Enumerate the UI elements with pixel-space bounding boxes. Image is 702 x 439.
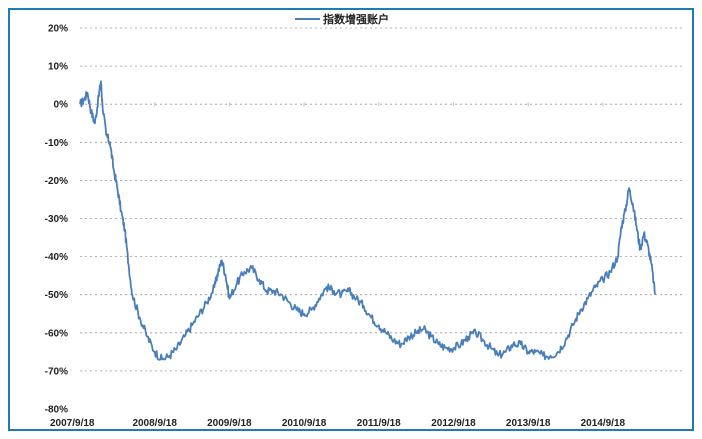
y-tick-label: -60%	[45, 328, 68, 339]
y-tick-label: -40%	[45, 252, 68, 263]
x-tick-label: 2008/9/18	[132, 418, 177, 429]
x-tick-label: 2013/9/18	[506, 418, 551, 429]
gridlines	[80, 27, 685, 372]
y-tick-label: -50%	[45, 290, 68, 301]
x-tick-label: 2014/9/18	[581, 418, 626, 429]
x-tick-label: 2010/9/18	[282, 418, 327, 429]
x-tick-label: 2011/9/18	[357, 418, 401, 429]
y-tick-label: 20%	[48, 24, 68, 35]
series-line	[79, 80, 656, 361]
y-axis: 20% 10% 0% -10% -20% -30% -40% -50% -60% -70% -80%	[45, 24, 68, 416]
y-tick-label: 10%	[48, 62, 68, 73]
y-tick-label: -30%	[45, 214, 68, 225]
y-tick-label: -80%	[45, 405, 68, 416]
x-axis: 2007/9/18 2008/9/18 2009/9/18 2010/9/18 2011…	[50, 418, 626, 429]
y-tick-label: 0%	[54, 100, 69, 111]
x-tick-label: 2012/9/18	[431, 418, 476, 429]
x-tick-label: 2009/9/18	[207, 418, 252, 429]
series-layer	[79, 80, 656, 361]
y-tick-label: -10%	[45, 138, 68, 149]
x-tick-label: 2007/9/18	[50, 418, 95, 429]
legend-label: 指数增强账户	[323, 12, 389, 26]
y-tick-label: -20%	[45, 176, 68, 187]
y-tick-label: -70%	[45, 366, 68, 377]
legend: 指数增强账户	[295, 12, 389, 26]
